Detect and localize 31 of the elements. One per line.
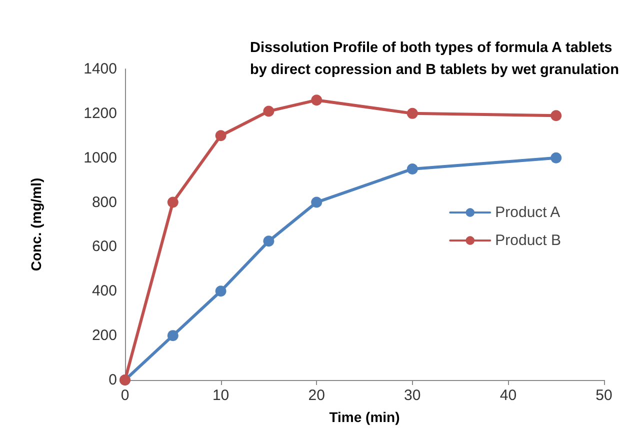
x-tick-label: 10 [212, 387, 230, 404]
y-tick-label: 0 [108, 372, 117, 388]
point [215, 130, 226, 142]
point [263, 236, 274, 247]
point [406, 163, 418, 174]
point [215, 286, 226, 297]
y-axis-title: Conc. (mg/ml) [28, 178, 44, 272]
x-tick-label: 20 [308, 387, 325, 404]
point [311, 196, 322, 208]
point [550, 110, 562, 122]
y-tick-label: 200 [92, 327, 117, 344]
point [550, 152, 562, 164]
legend-label: Product B [495, 232, 562, 249]
y-tick-label: 400 [92, 282, 117, 300]
y-tick-label: 1400 [84, 60, 117, 78]
point [311, 94, 322, 106]
x-tick-label: 0 [120, 387, 130, 404]
y-tick-label: 1000 [84, 149, 117, 166]
point [406, 108, 418, 119]
x-tick-label: 30 [404, 387, 421, 404]
legend-label: Product A [495, 204, 560, 221]
point [263, 106, 274, 117]
x-tick-label: 40 [500, 387, 517, 404]
point [167, 196, 178, 208]
y-tick-label: 1200 [84, 104, 117, 122]
y-tick-label: 800 [92, 194, 117, 211]
point [167, 330, 178, 342]
x-axis-title: Time (min) [329, 409, 400, 425]
chart-title: Dissolution Profile of both types of formula A tablets by direct copression and B tablets by wet granulation [250, 40, 619, 78]
x-tick-label: 50 [596, 387, 612, 404]
y-tick-label: 600 [92, 238, 117, 256]
